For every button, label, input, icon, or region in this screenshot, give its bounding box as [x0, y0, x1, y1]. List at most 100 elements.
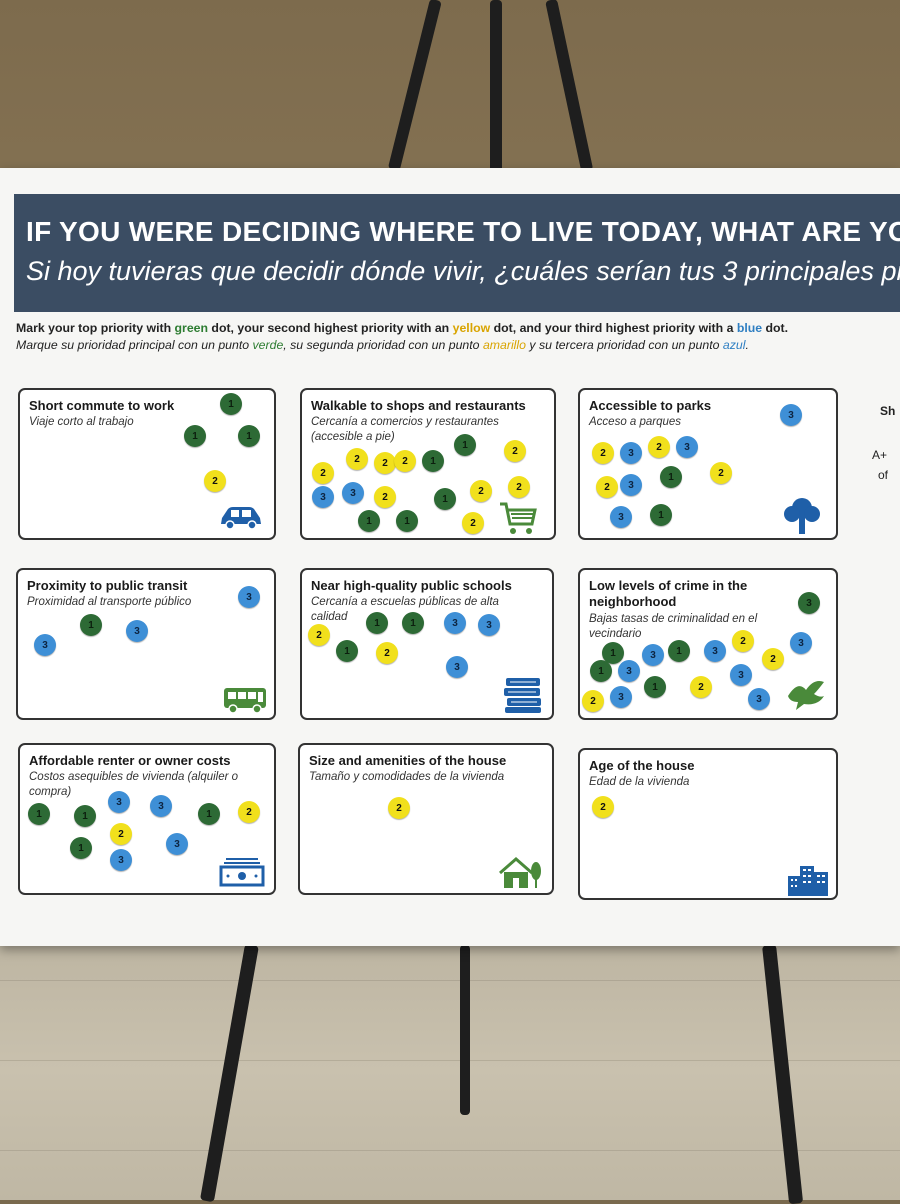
card-subtitle: Cercanía a comercios y restaurantes (acc…: [311, 416, 499, 443]
blue-dot: 3: [610, 686, 632, 708]
blue-dot: 3: [446, 656, 468, 678]
card-parks: Accessible to parks Acceso a parques 3 2…: [578, 388, 838, 540]
green-dot: 1: [660, 466, 682, 488]
green-dot: 1: [184, 425, 206, 447]
card-title: Size and amenities of the house: [309, 753, 507, 768]
blue-dot: 3: [730, 664, 752, 686]
card-subtitle: Edad de la vivienda: [589, 776, 690, 788]
blue-dot: 3: [676, 436, 698, 458]
yellow-dot: 2: [110, 823, 132, 845]
green-dot: 1: [28, 803, 50, 825]
blue-dot: 3: [618, 660, 640, 682]
buildings-icon: [788, 866, 828, 896]
card-title: Low levels of crime in the neighborhood: [589, 578, 748, 609]
blue-dot: 3: [108, 791, 130, 813]
card-crime: Low levels of crime in the neighborhood …: [578, 568, 838, 720]
dove-icon: [788, 681, 824, 710]
green-dot: 1: [590, 660, 612, 682]
blue-dot: 3: [780, 404, 802, 426]
yellow-dot: 2: [238, 801, 260, 823]
card-title: Short commute to work: [29, 398, 175, 413]
green-dot: 1: [422, 450, 444, 472]
blue-dot: 3: [238, 586, 260, 608]
blue-dot: 3: [110, 849, 132, 871]
yellow-dot: 2: [204, 470, 226, 492]
card-walkable: Walkable to shops and restaurants Cercan…: [300, 388, 556, 540]
blue-dot: 3: [748, 688, 770, 710]
card-subtitle: Viaje corto al trabajo: [29, 416, 134, 428]
blue-dot: 3: [126, 620, 148, 642]
yellow-dot: 2: [592, 442, 614, 464]
card-size-amenities: Size and amenities of the house Tamaño y…: [298, 743, 554, 895]
yellow-dot: 2: [592, 796, 614, 818]
card-subtitle: Bajas tasas de criminalidad en el vecind…: [589, 613, 758, 640]
green-dot: 1: [238, 425, 260, 447]
yellow-dot: 2: [710, 462, 732, 484]
card-transit: Proximity to public transit Proximidad a…: [16, 568, 276, 720]
blue-dot: 3: [790, 632, 812, 654]
house-icon: [499, 857, 541, 888]
card-title: Walkable to shops and restaurants: [311, 398, 526, 413]
green-dot: 1: [198, 803, 220, 825]
side-label-sh: Sh: [880, 404, 896, 418]
books-icon: [504, 678, 541, 713]
green-dot: 1: [80, 614, 102, 636]
blue-dot: 3: [704, 640, 726, 662]
yellow-dot: 2: [388, 797, 410, 819]
card-subtitle: Proximidad al transporte público: [27, 596, 192, 608]
green-dot: 1: [402, 612, 424, 634]
yellow-dot: 2: [374, 452, 396, 474]
green-dot: 1: [70, 837, 92, 859]
green-dot: 1: [74, 805, 96, 827]
yellow-dot: 2: [312, 462, 334, 484]
yellow-dot: 2: [308, 624, 330, 646]
card-title: Affordable renter or owner costs: [29, 753, 231, 768]
instructions: Mark your top priority with green dot, y…: [16, 320, 896, 354]
floor: [0, 940, 900, 1200]
yellow-dot: 2: [462, 512, 484, 534]
green-dot: 1: [358, 510, 380, 532]
side-label-handwritten-1: A+: [872, 448, 888, 462]
card-title: Near high-quality public schools: [311, 578, 512, 593]
poster-title-es: Si hoy tuvieras que decidir dónde vivir,…: [26, 256, 900, 286]
yellow-dot: 2: [596, 476, 618, 498]
blue-dot: 3: [610, 506, 632, 528]
bus-icon: [224, 688, 266, 714]
yellow-dot: 2: [394, 450, 416, 472]
yellow-dot: 2: [582, 690, 604, 712]
green-dot: 1: [644, 676, 666, 698]
card-title: Age of the house: [589, 758, 695, 773]
blue-dot: 3: [312, 486, 334, 508]
card-short-commute: Short commute to work Viaje corto al tra…: [18, 388, 276, 540]
yellow-dot: 2: [470, 480, 492, 502]
yellow-dot: 2: [374, 486, 396, 508]
yellow-dot: 2: [732, 630, 754, 652]
blue-dot: 3: [444, 612, 466, 634]
card-schools: Near high-quality public schools Cercaní…: [300, 568, 554, 720]
shopping-cart-icon: [500, 502, 537, 534]
car-icon: [221, 507, 261, 530]
green-dot: 1: [650, 504, 672, 526]
card-affordable: Affordable renter or owner costs Costos …: [18, 743, 276, 895]
blue-dot: 3: [620, 442, 642, 464]
blue-dot: 3: [166, 833, 188, 855]
green-dot: 1: [602, 642, 624, 664]
blue-dot: 3: [342, 482, 364, 504]
yellow-dot: 2: [648, 436, 670, 458]
poster-banner: IF YOU WERE DECIDING WHERE TO LIVE TODAY…: [14, 194, 900, 312]
blue-dot: 3: [478, 614, 500, 636]
easel-leg-top-center: [490, 0, 502, 175]
card-title: Accessible to parks: [589, 398, 712, 413]
blue-dot: 3: [34, 634, 56, 656]
easel-leg-bottom-center: [460, 945, 470, 1115]
side-label-handwritten-2: of: [878, 468, 889, 482]
card-subtitle: Tamaño y comodidades de la vivienda: [309, 771, 505, 783]
yellow-dot: 2: [762, 648, 784, 670]
green-dot: 1: [668, 640, 690, 662]
yellow-dot: 2: [346, 448, 368, 470]
green-dot: 1: [454, 434, 476, 456]
money-icon: [219, 858, 265, 887]
yellow-dot: 2: [504, 440, 526, 462]
green-dot: 1: [336, 640, 358, 662]
blue-dot: 3: [642, 644, 664, 666]
